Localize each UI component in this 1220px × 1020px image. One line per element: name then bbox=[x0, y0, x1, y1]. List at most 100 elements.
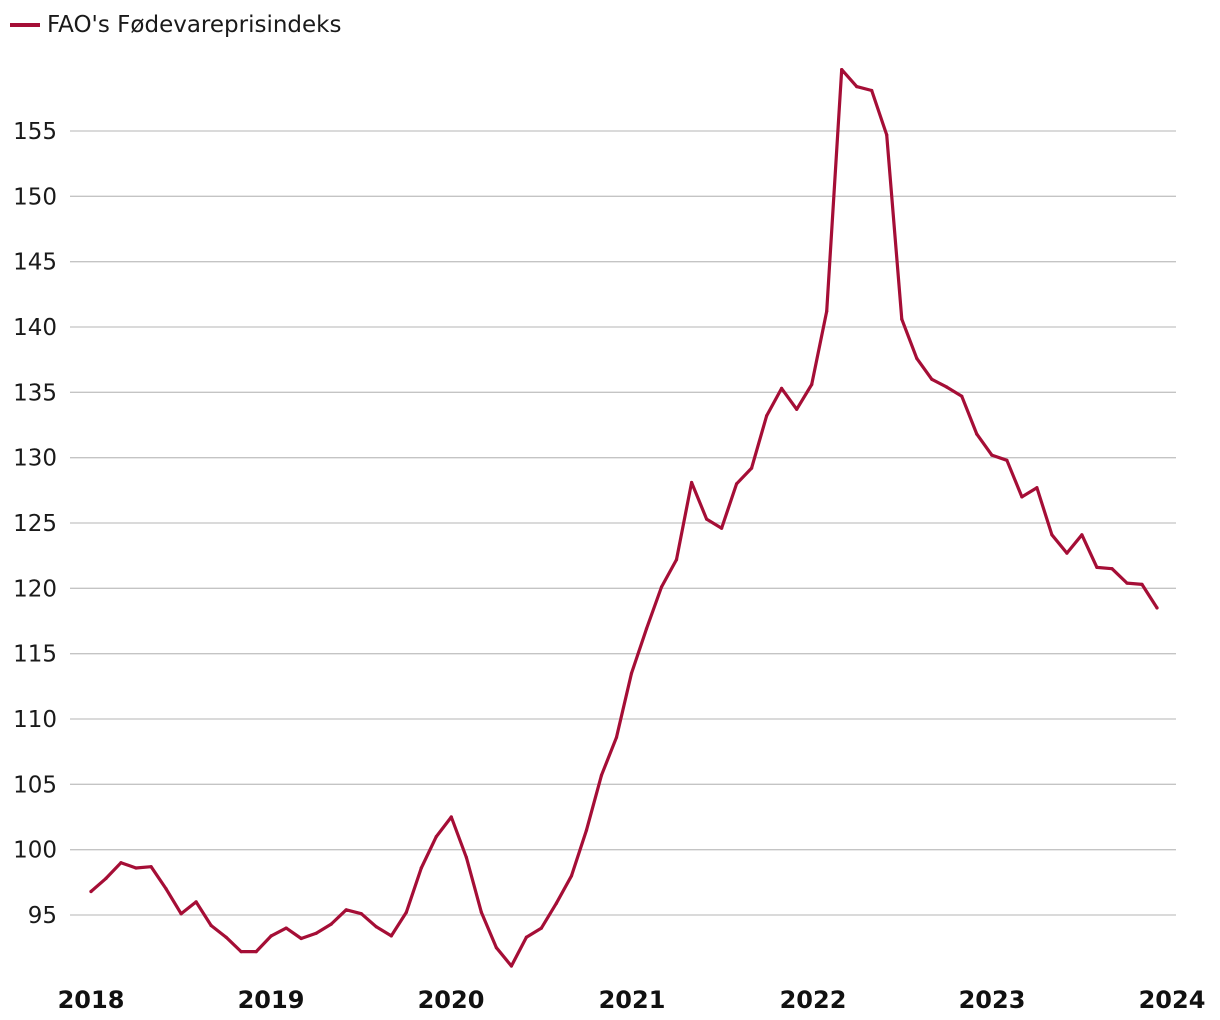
data-point bbox=[329, 922, 333, 926]
data-point bbox=[614, 735, 619, 739]
data-point bbox=[720, 526, 724, 530]
data-point bbox=[705, 517, 709, 521]
data-point bbox=[194, 900, 198, 904]
data-point bbox=[795, 407, 799, 411]
data-point bbox=[810, 382, 814, 387]
y-tick-label: 100 bbox=[13, 838, 57, 864]
data-point bbox=[945, 385, 949, 389]
data-point bbox=[674, 558, 679, 562]
data-point bbox=[975, 432, 979, 436]
legend-swatch bbox=[10, 23, 40, 27]
y-tick-label: 120 bbox=[13, 576, 57, 602]
data-point bbox=[1005, 458, 1009, 462]
data-point bbox=[374, 925, 378, 929]
data-point bbox=[524, 935, 529, 939]
data-point bbox=[404, 910, 408, 915]
data-point bbox=[254, 950, 258, 954]
x-tick-label: 2023 bbox=[959, 986, 1026, 1014]
data-point bbox=[1065, 551, 1069, 555]
data-point bbox=[1095, 565, 1099, 570]
data-point bbox=[554, 901, 559, 905]
series-layer bbox=[89, 67, 1159, 968]
data-point bbox=[870, 88, 874, 93]
data-point bbox=[179, 912, 183, 916]
data-point bbox=[419, 866, 423, 870]
data-point bbox=[629, 671, 634, 675]
data-point bbox=[930, 377, 934, 381]
series-line-fao-food-price-index bbox=[89, 67, 1159, 968]
data-point bbox=[539, 926, 544, 930]
data-point bbox=[1080, 533, 1084, 537]
y-tick-label: 110 bbox=[13, 707, 57, 733]
x-tick-label: 2024 bbox=[1139, 986, 1206, 1014]
x-tick-label: 2018 bbox=[58, 986, 125, 1014]
data-point bbox=[284, 926, 288, 930]
x-tick-label: 2019 bbox=[238, 986, 305, 1014]
data-point bbox=[239, 950, 243, 954]
data-point bbox=[164, 887, 168, 891]
data-point bbox=[449, 815, 453, 819]
data-point bbox=[735, 482, 739, 486]
data-point bbox=[855, 85, 859, 89]
data-point bbox=[1110, 567, 1114, 571]
y-axis-ticks: 95 100 105 110 115 120 125 130 135 140 145 150 155 bbox=[13, 119, 57, 929]
data-point bbox=[659, 585, 664, 589]
y-tick-label: 140 bbox=[13, 315, 57, 341]
data-point bbox=[479, 910, 483, 915]
data-point bbox=[644, 627, 649, 631]
data-point bbox=[344, 908, 348, 912]
data-point bbox=[209, 923, 213, 928]
data-point bbox=[464, 855, 468, 860]
data-point bbox=[1140, 582, 1144, 587]
data-point bbox=[299, 936, 303, 941]
data-point bbox=[780, 386, 784, 390]
data-point bbox=[960, 394, 964, 398]
legend-label: FAO's Fødevareprisindeks bbox=[47, 12, 342, 38]
data-point bbox=[269, 934, 273, 938]
data-point bbox=[1020, 495, 1024, 499]
y-tick-label: 115 bbox=[13, 642, 57, 668]
y-tick-label: 105 bbox=[13, 772, 57, 798]
data-point bbox=[569, 874, 574, 878]
data-point bbox=[1125, 581, 1129, 585]
data-point bbox=[1035, 486, 1039, 490]
data-point bbox=[584, 828, 589, 832]
data-point bbox=[1155, 606, 1159, 610]
data-point bbox=[134, 866, 138, 870]
data-point bbox=[825, 309, 829, 313]
data-point bbox=[494, 946, 498, 950]
x-axis-ticks: 2018 2019 2020 2021 2022 2023 2024 bbox=[58, 986, 1206, 1014]
y-tick-label: 135 bbox=[13, 380, 57, 406]
data-point bbox=[104, 876, 108, 881]
data-point bbox=[750, 466, 754, 470]
y-tick-label: 155 bbox=[13, 119, 57, 145]
data-point bbox=[599, 773, 604, 777]
data-point bbox=[89, 889, 93, 894]
data-point bbox=[1050, 533, 1054, 537]
y-tick-label: 130 bbox=[13, 446, 57, 472]
data-point bbox=[389, 934, 393, 938]
data-point bbox=[840, 68, 844, 72]
data-point bbox=[690, 480, 694, 485]
y-tick-label: 145 bbox=[13, 250, 57, 276]
x-tick-label: 2021 bbox=[599, 986, 666, 1014]
data-point bbox=[765, 414, 769, 418]
x-tick-label: 2022 bbox=[780, 986, 847, 1014]
data-point bbox=[314, 931, 318, 935]
data-point bbox=[900, 317, 904, 321]
data-point bbox=[434, 835, 438, 839]
legend: FAO's Fødevareprisindeks bbox=[10, 12, 341, 38]
y-tick-label: 150 bbox=[13, 184, 57, 210]
gridlines bbox=[70, 130, 1176, 916]
y-tick-label: 125 bbox=[13, 511, 57, 537]
x-tick-label: 2020 bbox=[418, 986, 485, 1014]
data-point bbox=[915, 356, 919, 360]
data-point bbox=[509, 964, 513, 968]
data-point bbox=[885, 133, 889, 137]
data-point bbox=[119, 861, 123, 865]
data-point bbox=[359, 912, 363, 916]
data-point bbox=[224, 935, 228, 939]
data-point bbox=[990, 453, 994, 457]
y-tick-label: 95 bbox=[28, 903, 57, 929]
